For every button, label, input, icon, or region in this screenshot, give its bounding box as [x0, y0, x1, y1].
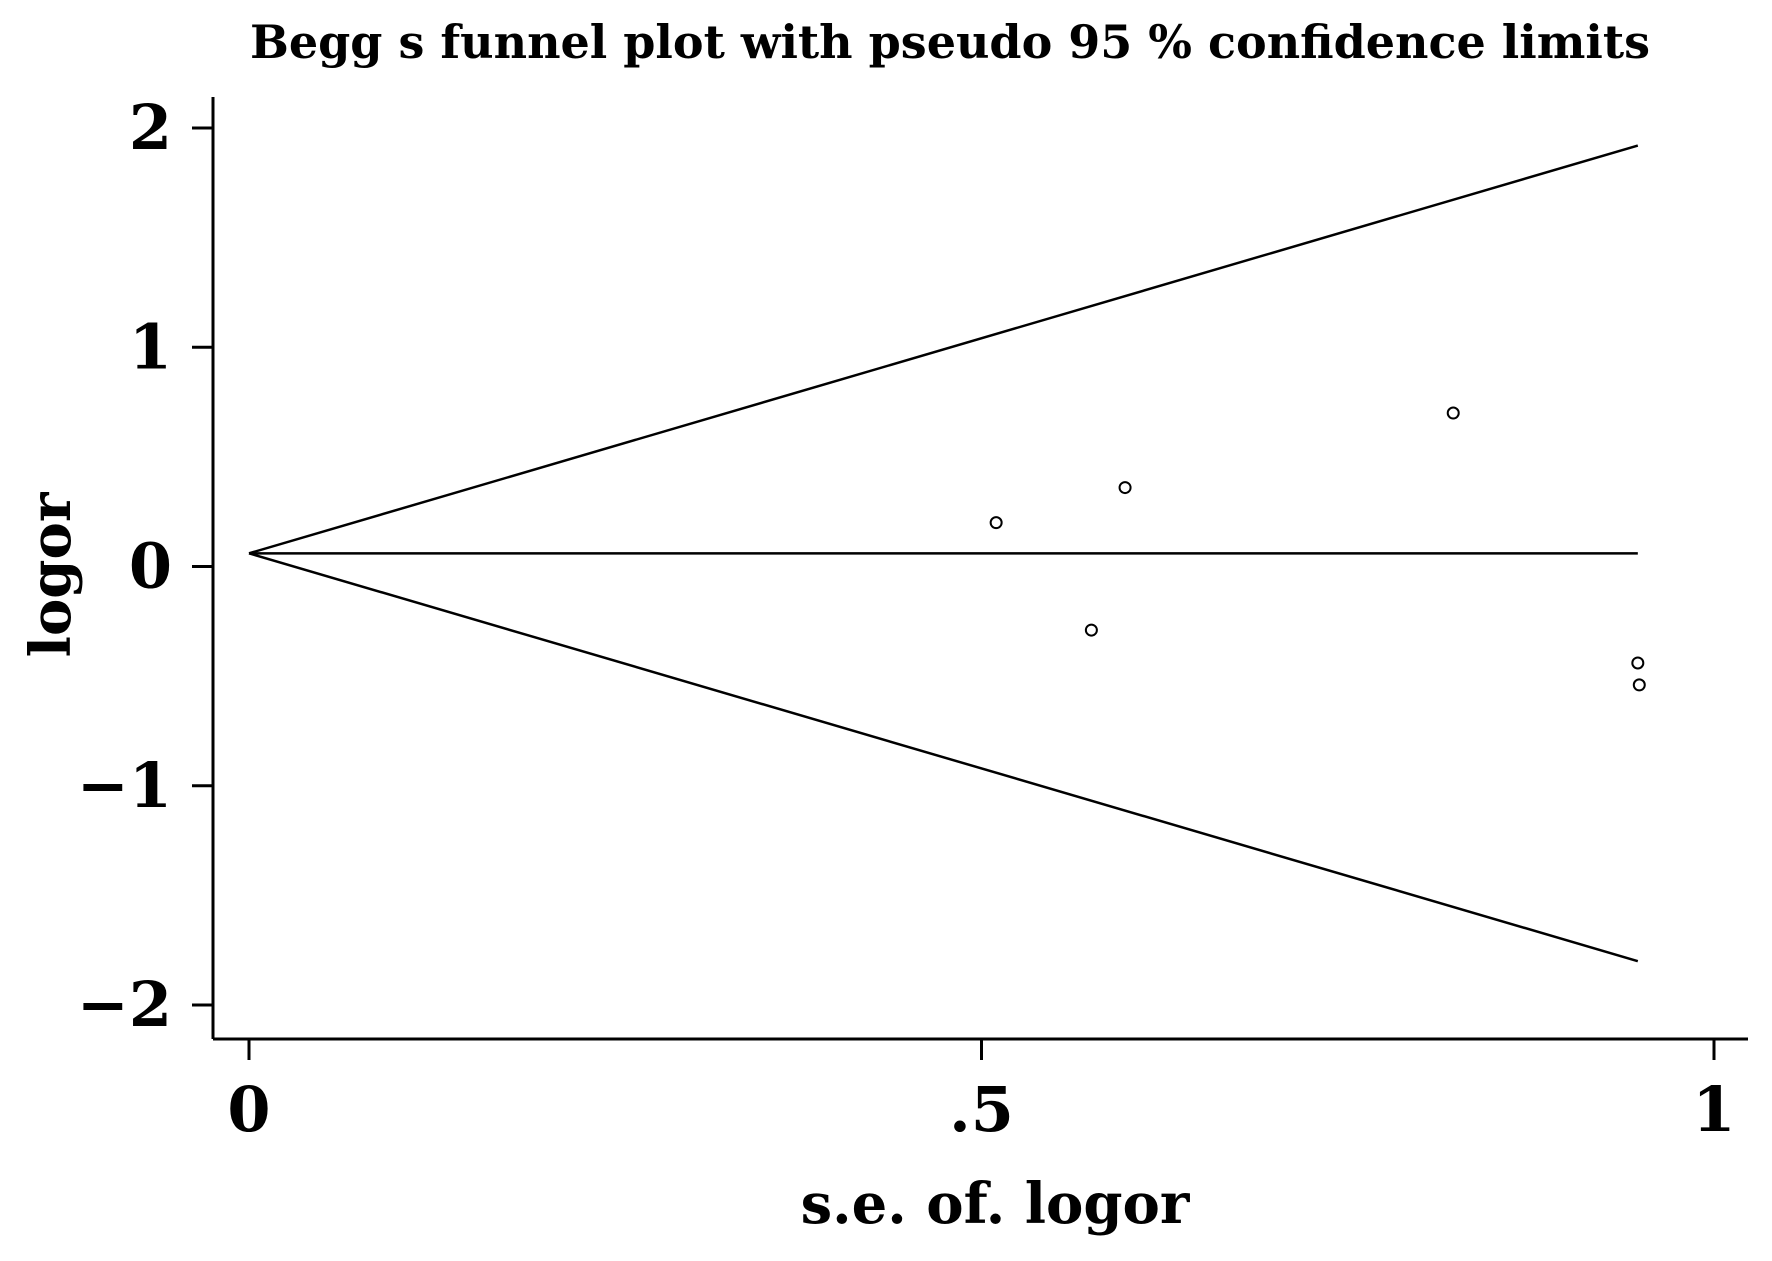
y-tick-label: 2 [129, 91, 172, 164]
data-point [1446, 406, 1460, 420]
axes [211, 97, 1748, 1041]
data-point [1631, 656, 1645, 670]
y-tick-label: 0 [129, 530, 172, 603]
data-point [1118, 481, 1132, 495]
y-axis-ticks: 2 1 0 −1 −2 [77, 91, 213, 1041]
data-point [989, 516, 1003, 530]
data-point [1084, 623, 1098, 637]
x-tick-label: .5 [949, 1073, 1014, 1146]
x-axis-title: s.e. of. logor [801, 1171, 1191, 1237]
funnel-line [248, 144, 1639, 555]
x-tick-label: 0 [227, 1073, 270, 1146]
x-tick-label: 1 [1692, 1073, 1735, 1146]
funnel-lines [248, 144, 1639, 963]
data-point [1632, 678, 1646, 692]
data-points [989, 406, 1646, 692]
chart-title: Begg s funnel plot with pseudo 95 % conf… [250, 15, 1650, 69]
y-tick-label: −2 [77, 968, 172, 1041]
y-tick-label: 1 [129, 310, 172, 383]
funnel-line [248, 552, 1639, 963]
y-axis-title: logor [18, 491, 84, 657]
x-axis-ticks: 0.5 1 [227, 1039, 1736, 1146]
y-tick-label: −1 [77, 749, 172, 822]
